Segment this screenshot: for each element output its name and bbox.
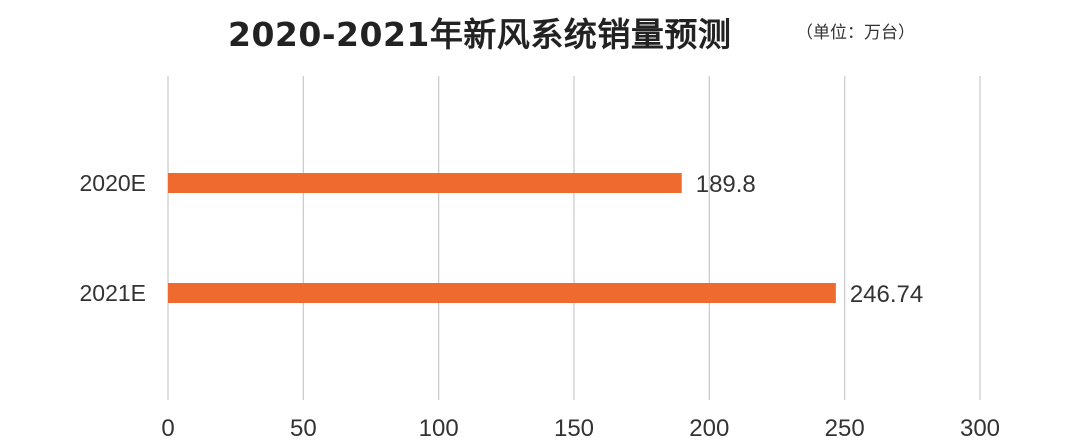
category-label: 2020E	[79, 170, 146, 196]
chart-header: 2020-2021年新风系统销量预测 （单位：万台）	[0, 0, 1080, 60]
unit-note: （单位：万台）	[796, 23, 915, 43]
x-tick-label: 300	[960, 415, 1000, 442]
x-tick-label: 200	[689, 415, 729, 442]
x-tick-label: 50	[290, 415, 317, 442]
category-label: 2021E	[79, 280, 146, 306]
x-tick-label: 100	[419, 415, 459, 442]
data-label: 246.74	[850, 281, 923, 308]
chart-title: 2020-2021年新风系统销量预测	[228, 15, 732, 54]
x-tick-label: 250	[825, 415, 865, 442]
bar	[168, 173, 682, 193]
x-tick-label: 150	[554, 415, 594, 442]
x-tick-label: 0	[161, 415, 174, 442]
bar	[168, 283, 836, 303]
data-label: 189.8	[696, 171, 756, 198]
